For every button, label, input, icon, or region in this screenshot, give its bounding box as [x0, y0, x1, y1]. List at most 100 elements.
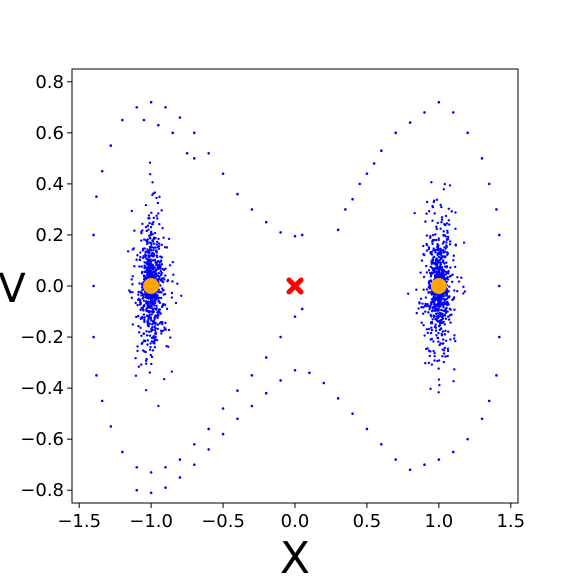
scatter-point [150, 246, 154, 249]
scatter-point [149, 233, 152, 237]
scatter-point [426, 347, 429, 350]
scatter-point [170, 370, 173, 373]
scatter-point [444, 329, 447, 333]
scatter-point [146, 250, 150, 254]
scatter-point [142, 332, 145, 335]
scatter-point [151, 193, 154, 197]
scatter-point [434, 270, 438, 274]
scatter-point [293, 368, 297, 372]
scatter-point [428, 236, 432, 239]
scatter-point [430, 298, 434, 301]
scatter-point [142, 295, 145, 299]
scatter-point [442, 234, 445, 237]
scatter-point [150, 313, 153, 316]
scatter-point [144, 253, 147, 256]
scatter-point [158, 308, 162, 311]
scatter-point [431, 242, 434, 246]
scatter-point [145, 262, 149, 266]
scatter-point [380, 442, 383, 446]
scatter-point [434, 305, 437, 308]
scatter-point [437, 340, 440, 343]
scatter-point [152, 220, 155, 224]
scatter-point [445, 309, 448, 313]
scatter-point [152, 259, 156, 262]
scatter-point [207, 448, 210, 451]
scatter-point [158, 222, 161, 226]
x-tick-label: 1.0 [425, 511, 454, 532]
scatter-point [144, 388, 148, 392]
scatter-point [148, 248, 152, 251]
scatter-point [151, 181, 154, 184]
scatter-point [138, 258, 141, 261]
scatter-point [420, 259, 424, 262]
scatter-point [148, 216, 151, 220]
scatter-point [157, 271, 160, 275]
scatter-point [144, 296, 148, 299]
scatter-point [438, 272, 442, 276]
scatter-point [394, 131, 398, 135]
scatter-point [133, 265, 136, 268]
scatter-point [147, 254, 150, 257]
scatter-point [264, 220, 268, 224]
scatter-point [446, 354, 449, 358]
scatter-point [154, 294, 158, 298]
scatter-point [146, 314, 149, 318]
scatter-point [148, 161, 152, 164]
scatter-point [149, 342, 152, 345]
scatter-point [431, 258, 434, 261]
x-tick-label: 1.5 [496, 511, 525, 532]
scatter-point [442, 240, 446, 243]
scatter-point [150, 211, 153, 215]
scatter-point [351, 197, 354, 201]
scatter-point [150, 319, 153, 322]
scatter-point [448, 314, 452, 317]
scatter-point [152, 216, 155, 220]
scatter-point [300, 307, 304, 311]
scatter-point [438, 343, 441, 347]
scatter-point [431, 267, 434, 270]
scatter-point [158, 322, 161, 325]
scatter-point [437, 267, 441, 270]
scatter-point [149, 300, 153, 303]
scatter-point [460, 276, 463, 279]
scatter-point [145, 270, 148, 274]
scatter-point [146, 248, 149, 251]
scatter-point [162, 276, 165, 280]
scatter-point [433, 352, 436, 355]
scatter-point [424, 310, 427, 313]
scatter-point [136, 254, 139, 257]
scatter-point [143, 264, 147, 268]
stable-fixed-point [143, 278, 160, 294]
y-tick-label: −0.2 [20, 327, 64, 348]
scatter-point [149, 316, 152, 319]
scatter-point [155, 214, 158, 218]
scatter-point [435, 265, 439, 268]
scatter-point [207, 427, 210, 431]
scatter-point [434, 307, 437, 310]
scatter-point [442, 352, 446, 355]
scatter-point [221, 432, 225, 436]
scatter-point [126, 250, 130, 253]
scatter-point [147, 264, 150, 268]
scatter-point [442, 305, 445, 309]
scatter-point [148, 274, 151, 278]
scatter-point [430, 321, 434, 325]
scatter-point [439, 253, 443, 256]
scatter-point [137, 290, 140, 294]
scatter-point [146, 272, 149, 275]
scatter-point [157, 247, 161, 250]
scatter-point [144, 362, 148, 365]
scatter-point [454, 211, 457, 214]
scatter-point [148, 268, 152, 271]
scatter-point [422, 324, 425, 327]
scatter-point [443, 223, 447, 227]
scatter-point [428, 308, 431, 311]
scatter-point [436, 309, 440, 312]
scatter-point [413, 211, 416, 215]
scatter-point [167, 237, 171, 241]
scatter-point [142, 254, 145, 258]
stable-fixed-point [430, 278, 447, 294]
scatter-point [424, 220, 427, 223]
scatter-point [185, 151, 189, 155]
scatter-point [436, 297, 439, 301]
